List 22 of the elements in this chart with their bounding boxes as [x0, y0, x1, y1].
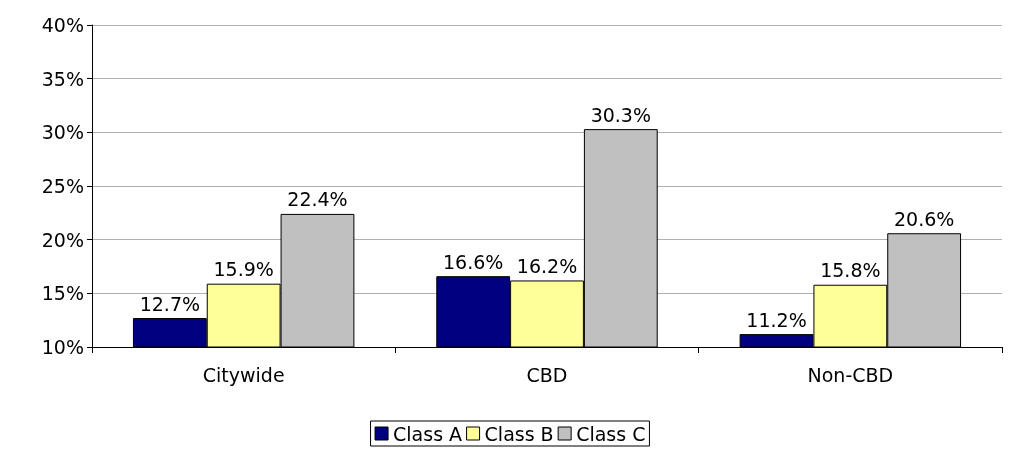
- data-label: 15.8%: [820, 259, 881, 282]
- x-tick-label: CBD: [526, 363, 568, 386]
- y-tick-label: 35%: [41, 67, 84, 90]
- data-label: 20.6%: [893, 207, 955, 230]
- legend-label: Class A: [393, 422, 463, 445]
- y-tick-label: 40%: [41, 14, 84, 36]
- data-label: 11.2%: [746, 308, 807, 331]
- data-label: 16.6%: [443, 250, 504, 273]
- y-tick-label: 30%: [41, 121, 84, 144]
- x-tick-label: Citywide: [202, 363, 285, 386]
- y-tick-label: 25%: [41, 175, 84, 197]
- legend-label: Class C: [576, 422, 646, 445]
- legend-label: Class B: [484, 422, 554, 445]
- y-tick-label: 15%: [41, 282, 84, 305]
- x-tick-label: Non-CBD: [807, 363, 894, 386]
- y-tick-label: 20%: [41, 228, 84, 251]
- data-label: 30.3%: [590, 103, 651, 126]
- data-label: 15.9%: [213, 258, 274, 281]
- y-tick-label: 10%: [41, 336, 84, 358]
- data-label: 12.7%: [139, 292, 201, 315]
- data-label: 22.4%: [287, 188, 348, 211]
- data-label: 16.2%: [516, 254, 578, 277]
